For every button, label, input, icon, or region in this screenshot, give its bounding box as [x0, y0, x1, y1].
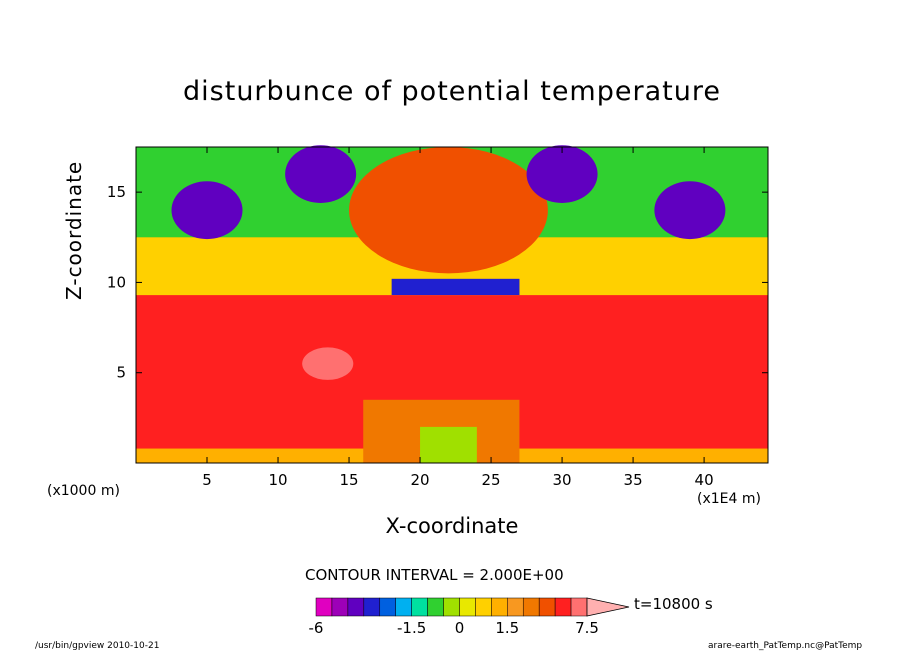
colorbar-segment: [554, 597, 572, 617]
y-tick-label: 10: [107, 273, 126, 291]
colorbar-segment: [379, 597, 396, 617]
colorbar-segment: [315, 597, 333, 617]
plot-frame: [135, 146, 769, 464]
y-tick-label: 15: [107, 183, 126, 201]
colorbar-tick-label: 1.5: [495, 619, 519, 637]
x-axis-unit: (x1000 m): [47, 483, 120, 499]
field-upper-negative-blob: [654, 181, 726, 240]
colorbar-segment: [427, 597, 444, 617]
x-axis-label: X-coordinate: [385, 514, 519, 538]
y-axis-label: Z-coordinate: [62, 160, 86, 300]
field-central-negative-band: [391, 278, 520, 296]
x-tick-label: 35: [624, 471, 643, 489]
footer-program-date: /usr/bin/gpview 2010-10-21: [35, 641, 160, 651]
x-tick-label: 40: [695, 471, 714, 489]
colorbar-segment: [475, 597, 492, 617]
colorbar-segment: [347, 597, 365, 617]
colorbar-extension-triangle: [586, 597, 630, 617]
colorbar-tick-label: -6: [309, 619, 324, 637]
field-upper-negative-blob: [285, 145, 357, 203]
x-tick-label: 5: [202, 471, 212, 489]
x-tick-label: 25: [482, 471, 501, 489]
colorbar-segment: [507, 597, 524, 617]
field-upper-negative-blob: [171, 181, 243, 240]
colorbar-tick-label: -1.5: [397, 619, 426, 637]
x-tick-label: 20: [410, 471, 429, 489]
colorbar-segment: [491, 597, 508, 617]
time-label: t=10800 s: [634, 595, 713, 613]
field-central-upper-anomaly: [349, 147, 548, 274]
field-low-positive-blob: [302, 347, 354, 380]
colorbar-segment: [363, 597, 381, 617]
colorbar-segment: [331, 597, 349, 617]
colorbar-tick-label: 0: [455, 619, 465, 637]
footer-file-variable: arare-earth_PatTemp.nc@PatTemp: [708, 641, 863, 651]
colorbar-segment: [411, 597, 428, 617]
colorbar-tick-label: 7.5: [575, 619, 599, 637]
colorbar-segment: [522, 597, 540, 617]
field-surface-core: [420, 426, 477, 463]
y-tick-label: 5: [116, 364, 126, 382]
colorbar-segment: [443, 597, 460, 617]
colorbar-segment: [538, 597, 556, 617]
x-tick-label: 30: [553, 471, 572, 489]
colorbar-segment: [570, 597, 588, 617]
contour-interval-label: CONTOUR INTERVAL = 2.000E+00: [305, 566, 564, 584]
colorbar-segment: [459, 597, 476, 617]
colorbar-segment: [395, 597, 412, 617]
x-tick-label: 15: [339, 471, 358, 489]
field-upper-negative-blob: [526, 145, 598, 203]
x-tick-label: 10: [268, 471, 287, 489]
chart-title: disturbunce of potential temperature: [183, 76, 721, 107]
y-axis-unit: (x1E4 m): [697, 491, 761, 507]
